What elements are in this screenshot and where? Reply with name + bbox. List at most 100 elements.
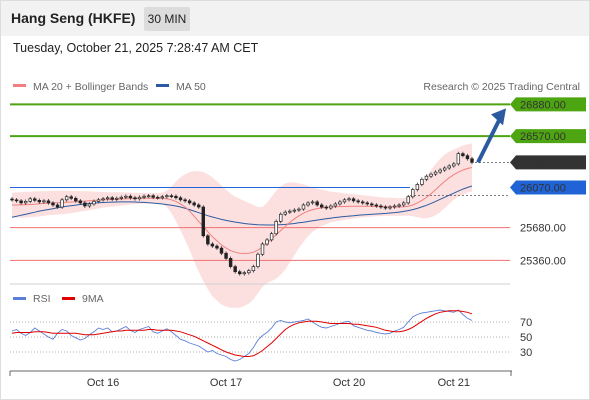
candle bbox=[360, 201, 365, 204]
rsi-legend-swatch-1 bbox=[13, 297, 26, 300]
candle bbox=[115, 197, 119, 200]
projection-arrow-head bbox=[491, 108, 506, 126]
legend-label-2: MA 50 bbox=[176, 81, 206, 93]
level-label-2: 26570.00 bbox=[520, 131, 566, 143]
x-tick-label-1: Oct 16 bbox=[87, 377, 119, 389]
candle bbox=[283, 211, 287, 215]
candle bbox=[201, 206, 206, 237]
candle bbox=[301, 204, 306, 210]
level-tag-1 bbox=[510, 97, 586, 112]
level-label-6: 25360.00 bbox=[520, 255, 566, 267]
candle bbox=[424, 175, 429, 180]
candle bbox=[370, 203, 374, 206]
candle bbox=[55, 204, 60, 208]
candle bbox=[379, 205, 383, 208]
candle bbox=[14, 199, 19, 202]
legend-swatch-1 bbox=[13, 84, 26, 87]
rsi-legend-label-1: RSI bbox=[33, 293, 51, 305]
candle bbox=[156, 196, 160, 199]
level-tag-4 bbox=[510, 180, 586, 195]
candle bbox=[397, 204, 401, 207]
legend-swatch-2 bbox=[156, 84, 169, 87]
candle bbox=[78, 200, 83, 204]
candle bbox=[401, 202, 406, 206]
candle bbox=[224, 252, 228, 259]
legend-label-1: MA 20 + Bollinger Bands bbox=[33, 81, 148, 93]
candle bbox=[119, 196, 124, 199]
candle bbox=[365, 202, 369, 205]
candle bbox=[160, 196, 165, 199]
candle bbox=[83, 202, 87, 207]
candle bbox=[101, 198, 105, 201]
candle bbox=[174, 195, 178, 199]
candle bbox=[10, 198, 14, 201]
candle bbox=[383, 206, 388, 209]
candle bbox=[420, 178, 424, 185]
rsi-legend-label-2: 9MA bbox=[82, 293, 104, 305]
candle bbox=[347, 198, 351, 201]
candle bbox=[215, 245, 219, 249]
candle bbox=[165, 195, 169, 198]
candle bbox=[87, 203, 92, 207]
x-tick-label-3: Oct 20 bbox=[333, 377, 365, 389]
level-label-3: 26315.00 bbox=[520, 157, 566, 169]
candle bbox=[206, 235, 210, 245]
candle bbox=[228, 258, 233, 267]
candle bbox=[292, 209, 297, 212]
candle bbox=[351, 198, 356, 202]
candle bbox=[69, 196, 73, 199]
candle bbox=[456, 153, 461, 165]
candle bbox=[192, 202, 196, 206]
candle bbox=[151, 195, 155, 198]
candle bbox=[288, 210, 292, 213]
candle bbox=[452, 163, 456, 167]
rsi-ma-line bbox=[11, 310, 473, 357]
candle bbox=[406, 196, 410, 204]
candle bbox=[429, 173, 433, 177]
candle bbox=[128, 195, 133, 199]
candle bbox=[442, 167, 447, 171]
candle bbox=[60, 199, 64, 208]
candle bbox=[333, 203, 338, 207]
candle bbox=[306, 202, 310, 206]
candle bbox=[23, 201, 28, 204]
candle bbox=[374, 204, 379, 207]
candle bbox=[33, 198, 37, 201]
candle bbox=[260, 243, 265, 255]
candle bbox=[242, 272, 246, 275]
candle bbox=[92, 201, 96, 205]
timeframe-button[interactable]: 30 MIN bbox=[144, 7, 190, 31]
candle bbox=[51, 202, 55, 206]
level-tag-2 bbox=[510, 129, 586, 144]
candle bbox=[210, 243, 215, 247]
level-label-1: 26880.00 bbox=[520, 99, 566, 111]
candle bbox=[324, 206, 328, 209]
candle bbox=[169, 195, 174, 198]
candle bbox=[124, 195, 128, 198]
timestamp: Tuesday, October 21, 2025 7:28:47 AM CET bbox=[13, 41, 259, 55]
candle bbox=[342, 199, 347, 203]
candle bbox=[183, 199, 187, 202]
candle bbox=[447, 165, 451, 169]
candle bbox=[64, 196, 69, 201]
projection-arrow-shaft bbox=[476, 117, 502, 164]
candle bbox=[219, 247, 224, 254]
candle bbox=[96, 199, 101, 202]
candle bbox=[28, 198, 32, 202]
candle bbox=[238, 271, 242, 275]
candle bbox=[187, 200, 192, 204]
chart-header-bar: Hang Seng (HKFE) 30 MIN bbox=[0, 0, 590, 36]
candle bbox=[338, 201, 342, 205]
candle bbox=[461, 153, 465, 157]
rsi-legend-swatch-2 bbox=[62, 297, 75, 300]
candle bbox=[233, 266, 237, 273]
ma50-line bbox=[11, 185, 473, 226]
level-label-4: 26070.00 bbox=[520, 183, 566, 195]
level-tag-3 bbox=[510, 155, 586, 170]
candle bbox=[42, 200, 46, 203]
candle bbox=[438, 169, 442, 173]
x-tick-label-4: Oct 21 bbox=[438, 377, 470, 389]
candle bbox=[269, 233, 274, 241]
candle bbox=[411, 189, 415, 198]
